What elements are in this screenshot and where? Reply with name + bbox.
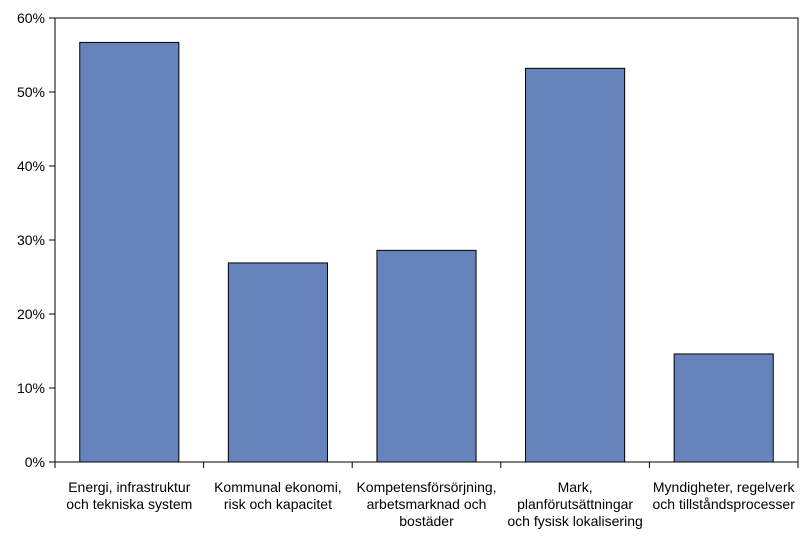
x-category-label-line: Kompetensförsörjning, bbox=[356, 479, 496, 495]
x-category-label-line: Kommunal ekonomi, bbox=[214, 479, 342, 495]
x-category-label-line: arbetsmarknad och bbox=[367, 496, 487, 512]
y-tick-label: 20% bbox=[17, 306, 45, 322]
y-tick-label: 10% bbox=[17, 380, 45, 396]
x-category-label-line: och tekniska system bbox=[66, 496, 192, 512]
x-category-label-line: risk och kapacitet bbox=[224, 496, 332, 512]
bar bbox=[673, 353, 774, 463]
y-tick-label: 0% bbox=[25, 454, 45, 470]
x-category-label: Kommunal ekonomi, risk och kapacitet bbox=[214, 479, 342, 512]
bar bbox=[79, 41, 180, 463]
x-category-label: Mark, planförutsättningar och fysisk lokal… bbox=[507, 479, 642, 529]
bars-group bbox=[79, 41, 774, 463]
x-category-label-line: Mark, bbox=[558, 479, 593, 495]
y-tick-label: 30% bbox=[17, 232, 45, 248]
y-tick-label: 40% bbox=[17, 158, 45, 174]
x-category-label-line: och tillståndsprocesser bbox=[652, 496, 795, 512]
x-category-label: Energi, infrastruktur och tekniska system bbox=[66, 479, 192, 512]
x-category-label-line: och fysisk lokalisering bbox=[507, 513, 642, 529]
y-tick-label: 60% bbox=[17, 10, 45, 26]
x-category-label: Myndigheter, regelverk och tillståndsproc… bbox=[652, 479, 795, 512]
x-category-label-line: bostäder bbox=[399, 513, 454, 529]
x-category-label-line: Energi, infrastruktur bbox=[68, 479, 190, 495]
bar bbox=[376, 249, 477, 463]
y-axis: 0% 10% 20% 30% 40% 50% 60% bbox=[17, 10, 55, 470]
x-category-label-line: Myndigheter, regelverk bbox=[653, 479, 796, 495]
bar bbox=[227, 262, 328, 463]
x-category-label-line: planförutsättningar bbox=[517, 496, 633, 512]
bar bbox=[525, 67, 626, 463]
x-axis: Energi, infrastruktur och tekniska system… bbox=[54, 462, 799, 529]
y-tick-label: 50% bbox=[17, 84, 45, 100]
x-category-label: Kompetensförsörjning, arbetsmarknad och bo… bbox=[356, 479, 496, 529]
